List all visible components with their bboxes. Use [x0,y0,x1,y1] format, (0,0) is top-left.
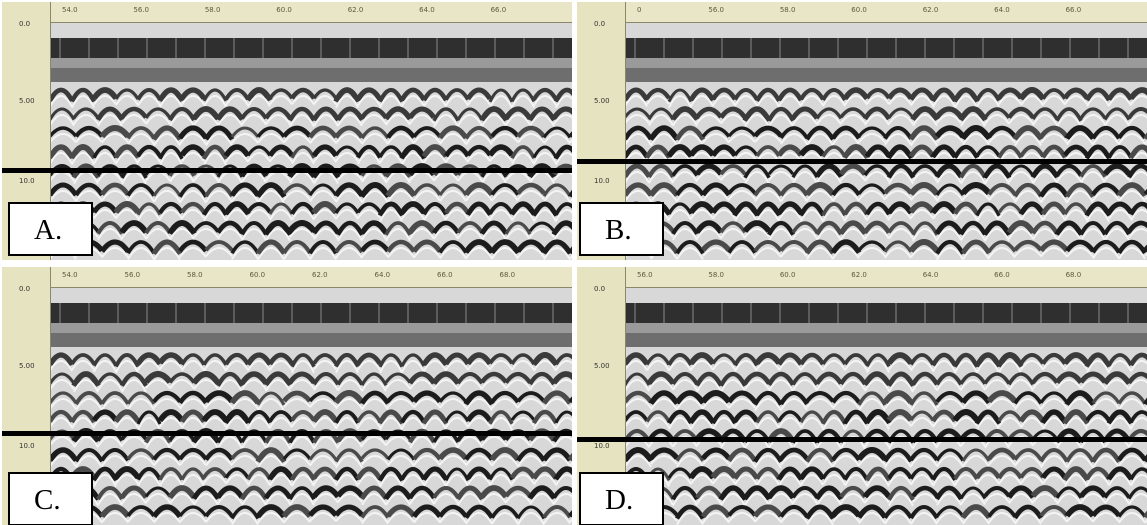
depth-tick-label: 5.00 [594,362,610,370]
panel-label-box-d: D. [579,472,664,525]
panel-label-d: D. [605,484,634,516]
depth-tick-label: 5.00 [594,97,610,105]
distance-tick-label: 64.0 [419,6,435,14]
distance-tick-label: 60.0 [249,271,266,279]
distance-tick-label: 64.0 [922,271,939,279]
depth-tick-label: 5.00 [19,97,35,105]
radargram-image-c [2,267,572,525]
distance-ruler-a: 54.0 56.0 58.0 60.0 62.0 64.0 66.0 [2,2,572,23]
radargram-panel-a: 54.0 56.0 58.0 60.0 62.0 64.0 66.0 0.0 5.00 10.0… [2,2,572,260]
horizon-line-c [2,431,572,436]
distance-tick-label: 62.0 [312,271,328,279]
radargram-panel-c: 54.0 56.0 58.0 60.0 62.0 64.0 66.0 68.0 0.0 5.00… [2,267,572,525]
distance-tick-label: 58.0 [204,6,221,14]
distance-tick-label: 64.0 [374,271,391,279]
panel-label-box-a: A. [8,202,93,256]
panel-label-box-b: B. [579,202,664,256]
panel-label-b: B. [605,214,632,246]
depth-tick-label: 10.0 [19,442,35,450]
distance-tick-label: 62.0 [922,6,939,14]
horizon-line-d [577,437,1147,442]
distance-ruler-b: 0 56.0 58.0 60.0 62.0 64.0 66.0 [577,2,1147,23]
distance-tick-label: 66.0 [437,271,453,279]
distance-ruler-c: 54.0 56.0 58.0 60.0 62.0 64.0 66.0 68.0 [2,267,572,288]
depth-tick-label: 0.0 [594,20,606,28]
distance-tick-label: 58.0 [187,271,203,279]
distance-tick-label: 54.0 [62,271,78,279]
panel-label-c: C. [34,484,61,516]
radargram-panel-b: 0 56.0 58.0 60.0 62.0 64.0 66.0 0.0 5.00 10.0 B. [577,2,1147,260]
depth-tick-label: 0.0 [594,285,606,293]
distance-tick-label: 62.0 [851,271,867,279]
distance-tick-label: 66.0 [490,6,507,14]
depth-tick-label: 10.0 [594,442,610,450]
distance-tick-label: 60.0 [779,271,796,279]
depth-tick-label: 5.00 [19,362,35,370]
distance-tick-label: 58.0 [708,271,725,279]
distance-tick-label: 0 [637,6,642,14]
distance-tick-label: 66.0 [1065,6,1082,14]
horizon-line-b [577,159,1147,164]
distance-tick-label: 64.0 [994,6,1010,14]
distance-ruler-d: 56.0 58.0 60.0 62.0 64.0 66.0 68.0 [577,267,1147,288]
panel-label-box-c: C. [8,472,93,525]
radargram-image-b [577,2,1147,260]
distance-tick-label: 56.0 [637,271,653,279]
distance-tick-label: 56.0 [708,6,725,14]
distance-tick-label: 62.0 [347,6,364,14]
depth-tick-label: 0.0 [19,20,31,28]
panel-label-a: A. [34,214,63,246]
distance-tick-label: 54.0 [62,6,78,14]
distance-tick-label: 68.0 [1065,271,1082,279]
depth-tick-label: 10.0 [19,177,35,185]
distance-tick-label: 56.0 [133,6,150,14]
distance-tick-label: 60.0 [276,6,292,14]
radargram-image-a [2,2,572,260]
distance-tick-label: 58.0 [779,6,796,14]
distance-tick-label: 66.0 [994,271,1010,279]
distance-tick-label: 60.0 [851,6,867,14]
radargram-panel-d: 56.0 58.0 60.0 62.0 64.0 66.0 68.0 0.0 5.00 10.0… [577,267,1147,525]
depth-tick-label: 0.0 [19,285,31,293]
horizon-line-a [2,168,572,173]
radargram-image-d [577,267,1147,525]
distance-tick-label: 56.0 [124,271,141,279]
distance-tick-label: 68.0 [499,271,516,279]
depth-tick-label: 10.0 [594,177,610,185]
